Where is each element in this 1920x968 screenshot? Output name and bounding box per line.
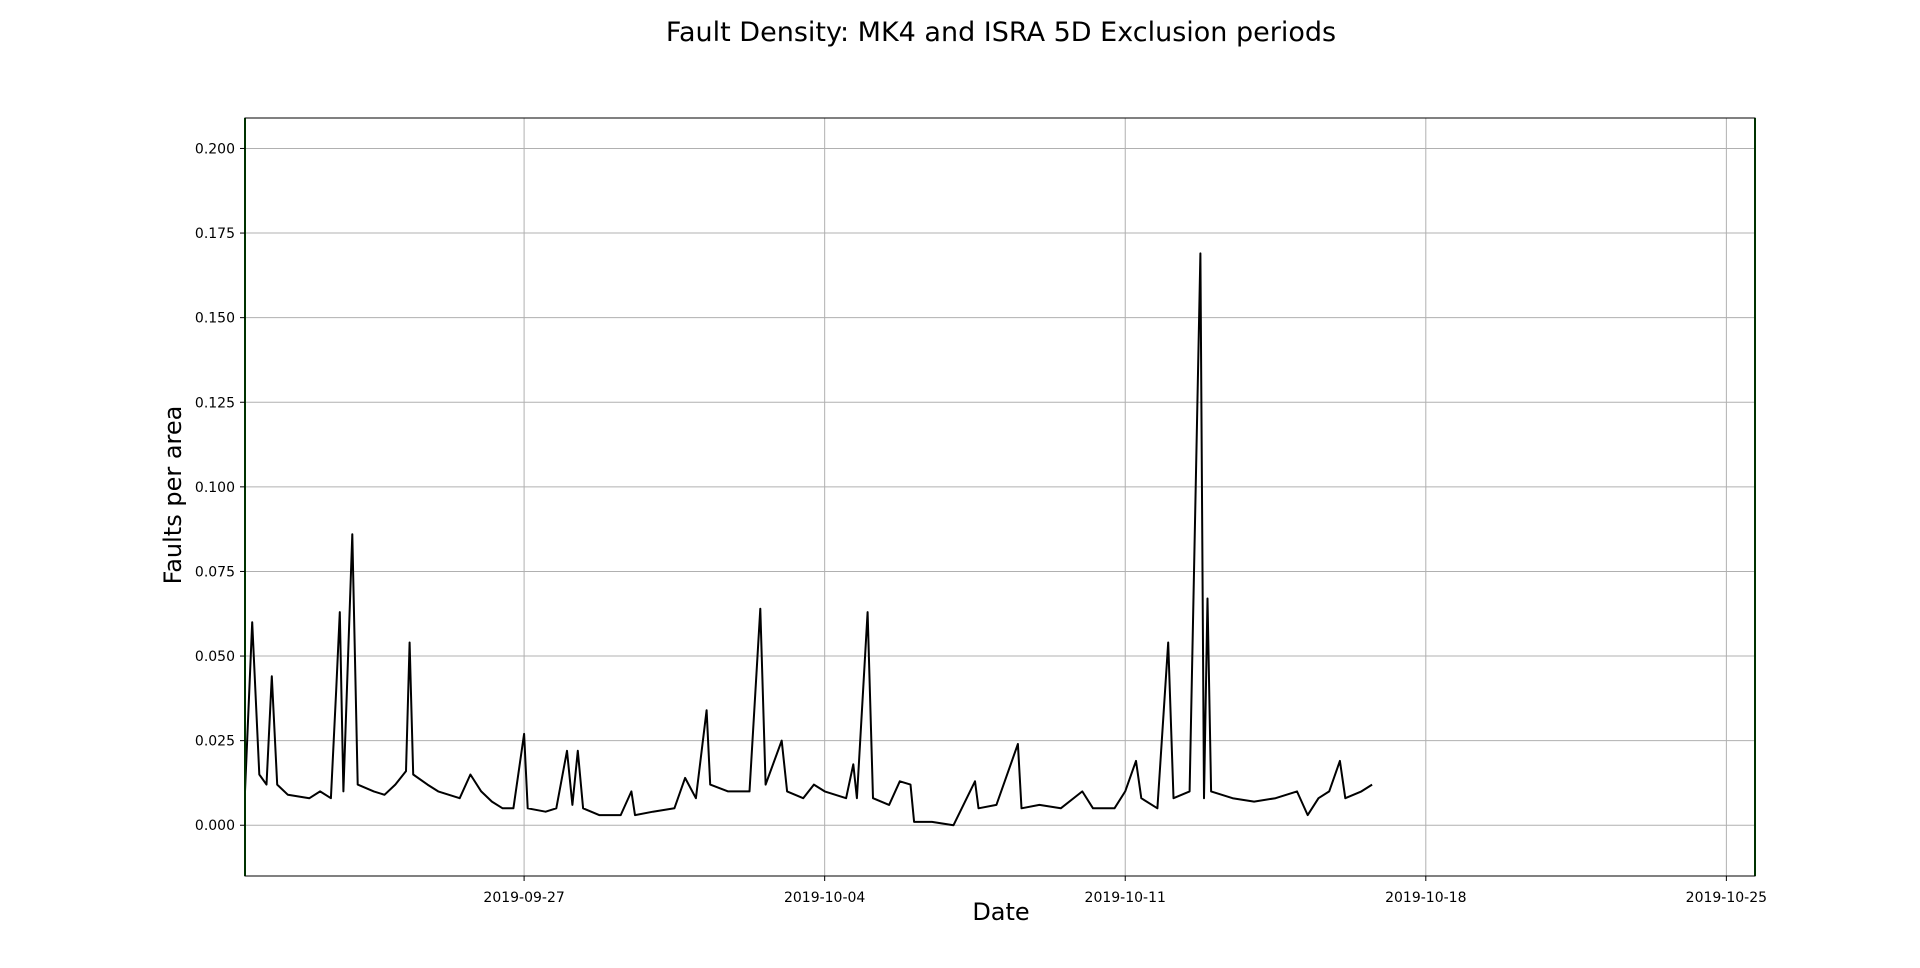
y-tick-label: 0.075 [195, 564, 235, 580]
x-tick-label: 2019-10-11 [1085, 890, 1166, 906]
y-tick-label: 0.100 [195, 480, 235, 496]
y-tick-label: 0.050 [195, 649, 235, 665]
plot-frame [244, 117, 1756, 877]
x-axis-label: Date [972, 898, 1029, 926]
gridlines [245, 118, 1755, 876]
x-tick-label: 2019-10-18 [1385, 890, 1466, 906]
y-tick-label: 0.200 [195, 141, 235, 157]
axes: 0.000 0.025 0.050 0.075 0.100 0.125 0.150 0.175… [195, 117, 1767, 906]
x-tick-label: 2019-09-27 [483, 890, 564, 906]
y-axis-label: Faults per area [159, 406, 187, 585]
x-tick-label: 2019-10-25 [1686, 890, 1767, 906]
chart-title: Fault Density: MK4 and ISRA 5D Exclusion… [666, 17, 1336, 48]
y-tick-label: 0.000 [195, 818, 235, 834]
y-tick-label: 0.175 [195, 226, 235, 242]
series-line-1 [245, 252, 1373, 827]
y-tick-label: 0.125 [195, 395, 235, 411]
plot-area [244, 118, 1756, 876]
x-tick-label: 2019-10-04 [784, 890, 865, 906]
y-tick-label: 0.150 [195, 311, 235, 327]
y-tick-label: 0.025 [195, 734, 235, 750]
